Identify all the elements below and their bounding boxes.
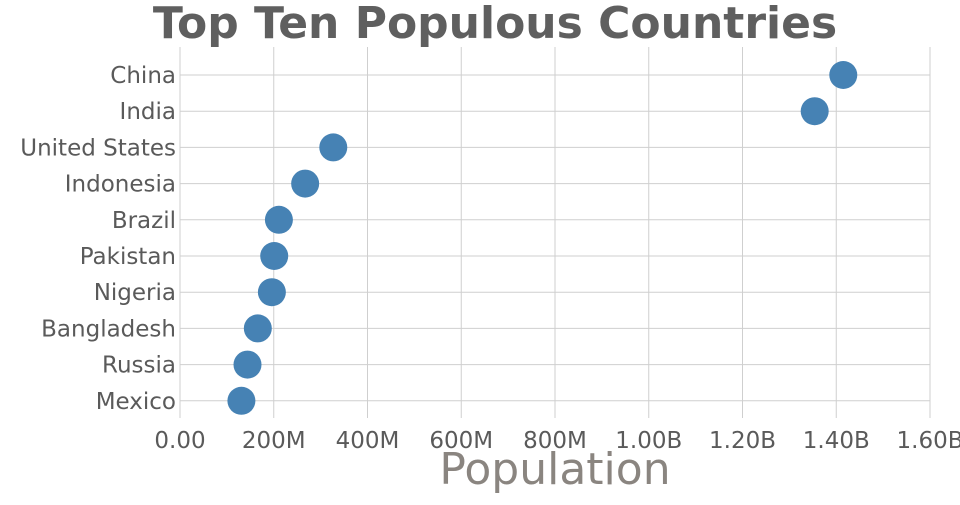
data-point xyxy=(260,242,288,270)
x-axis-title: Population xyxy=(439,444,670,495)
y-tick-label: Nigeria xyxy=(94,280,176,306)
data-point xyxy=(319,133,347,161)
data-point xyxy=(291,170,319,198)
x-tick-label: 1.60B xyxy=(897,428,960,454)
y-tick-label: Indonesia xyxy=(65,172,176,198)
x-tick-label: 1.40B xyxy=(803,428,870,454)
data-point xyxy=(244,314,272,342)
x-tick-label: 400M xyxy=(336,428,400,454)
chart-title: Top Ten Populous Countries xyxy=(0,0,960,52)
x-tick-label: 1.20B xyxy=(709,428,776,454)
data-point xyxy=(227,387,255,415)
y-tick-label: Bangladesh xyxy=(41,316,176,342)
y-tick-label: United States xyxy=(20,135,176,161)
data-point xyxy=(801,97,829,125)
data-point xyxy=(234,351,262,379)
data-point xyxy=(258,278,286,306)
x-tick-label: 200M xyxy=(242,428,306,454)
data-points xyxy=(227,61,857,415)
y-tick-label: Pakistan xyxy=(80,244,176,270)
y-tick-label: Brazil xyxy=(112,208,176,234)
data-point xyxy=(265,206,293,234)
data-point xyxy=(829,61,857,89)
y-tick-labels: China India United States Indonesia Brazil Pa… xyxy=(20,63,176,415)
x-tick-label: 0.00 xyxy=(154,428,205,454)
y-tick-label: India xyxy=(120,99,176,125)
y-tick-label: China xyxy=(110,63,176,89)
y-tick-label: Mexico xyxy=(96,389,176,415)
y-tick-label: Russia xyxy=(102,353,176,379)
